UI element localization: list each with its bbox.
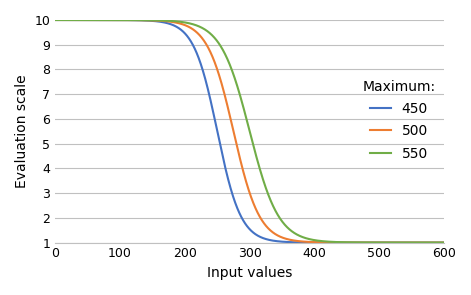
X-axis label: Input values: Input values	[207, 266, 292, 280]
Line: 550: 550	[55, 20, 444, 242]
500	[73, 18, 78, 22]
450	[73, 18, 78, 22]
450	[52, 18, 58, 22]
550	[231, 74, 237, 78]
550	[73, 18, 78, 22]
450	[430, 241, 435, 244]
550	[430, 241, 436, 244]
500	[430, 241, 435, 244]
450	[242, 220, 247, 224]
500	[242, 173, 247, 177]
Line: 450: 450	[55, 20, 444, 242]
500	[52, 18, 58, 22]
500	[358, 241, 364, 244]
Legend: 450, 500, 550: 450, 500, 550	[357, 74, 441, 166]
550	[358, 241, 364, 244]
450	[430, 241, 436, 244]
450	[358, 241, 364, 244]
550	[52, 18, 58, 22]
550	[441, 241, 447, 244]
450	[441, 241, 447, 244]
500	[441, 241, 447, 244]
500	[231, 132, 237, 135]
Line: 500: 500	[55, 20, 444, 242]
550	[430, 241, 435, 244]
500	[430, 241, 436, 244]
Y-axis label: Evaluation scale: Evaluation scale	[15, 74, 29, 188]
550	[242, 109, 247, 113]
450	[231, 198, 237, 201]
